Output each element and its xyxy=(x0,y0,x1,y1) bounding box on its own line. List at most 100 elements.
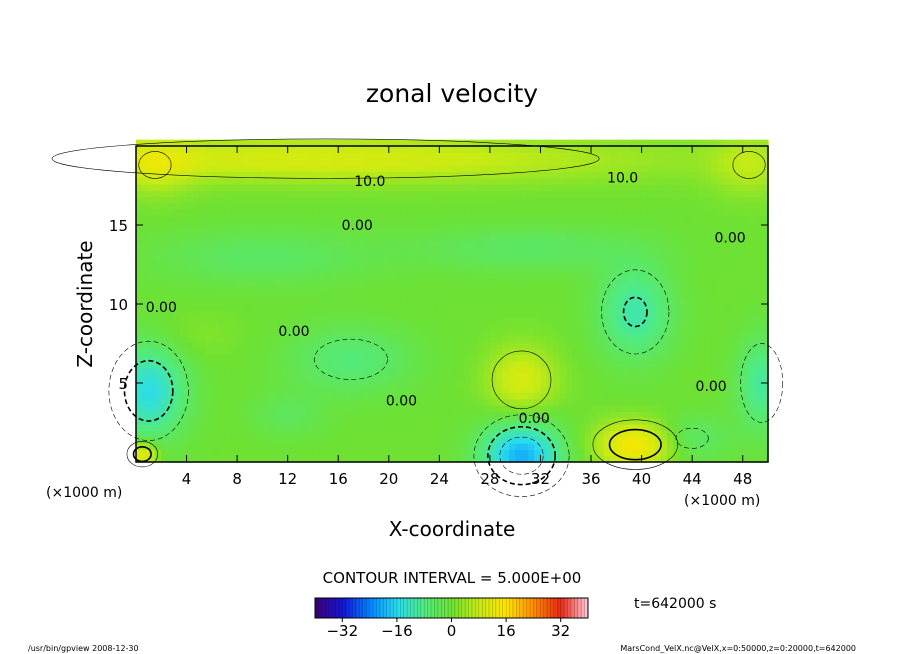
field-cell xyxy=(388,177,396,185)
field-cell xyxy=(647,335,655,343)
field-cell xyxy=(723,278,731,286)
field-cell xyxy=(148,190,156,198)
field-cell xyxy=(154,310,162,318)
field-cell xyxy=(584,417,592,425)
field-cell xyxy=(237,367,245,375)
field-cell xyxy=(426,266,434,273)
field-cell xyxy=(458,424,466,431)
field-cell xyxy=(224,417,232,425)
field-cell xyxy=(723,240,731,248)
field-cell xyxy=(148,405,156,413)
field-cell xyxy=(603,310,611,318)
field-cell xyxy=(395,354,403,362)
field-cell xyxy=(136,272,143,280)
field-cell xyxy=(603,449,611,457)
field-cell xyxy=(685,209,693,217)
field-cell xyxy=(698,228,706,236)
field-cell xyxy=(186,266,194,273)
field-cell xyxy=(736,304,744,311)
field-cell xyxy=(578,455,586,463)
field-cell xyxy=(508,196,516,204)
field-cell xyxy=(496,259,504,267)
field-cell xyxy=(742,139,750,147)
field-cell xyxy=(553,341,561,349)
field-cell xyxy=(401,322,409,330)
field-cell xyxy=(357,430,365,438)
field-cell xyxy=(445,139,453,147)
field-cell xyxy=(369,430,377,438)
field-cell xyxy=(344,221,352,229)
field-cell xyxy=(502,183,510,191)
field-cell xyxy=(420,455,428,463)
field-cell xyxy=(199,373,207,381)
field-cell xyxy=(300,430,308,438)
field-cell xyxy=(679,202,687,210)
field-cell xyxy=(142,152,150,160)
field-cell xyxy=(300,424,308,431)
field-cell xyxy=(268,177,276,185)
field-cell xyxy=(388,398,396,406)
field-cell xyxy=(540,272,548,280)
field-cell xyxy=(483,310,491,318)
field-cell xyxy=(730,209,737,217)
field-cell xyxy=(742,183,750,191)
field-cell xyxy=(572,164,579,172)
field-cell xyxy=(180,221,188,229)
field-cell xyxy=(685,234,693,242)
field-cell xyxy=(439,310,447,318)
field-cell xyxy=(559,386,567,394)
field-cell xyxy=(736,221,744,229)
field-cell xyxy=(420,360,428,368)
field-cell xyxy=(489,417,497,425)
field-cell xyxy=(603,304,611,311)
field-cell xyxy=(173,392,181,400)
field-cell xyxy=(369,234,377,242)
field-cell xyxy=(180,436,188,444)
field-cell xyxy=(369,304,377,311)
field-cell xyxy=(628,341,636,349)
field-cell xyxy=(673,322,681,330)
field-cell xyxy=(300,285,308,292)
field-cell xyxy=(414,171,421,179)
field-cell xyxy=(559,322,567,330)
field-cell xyxy=(515,247,523,255)
field-cell xyxy=(173,152,181,160)
field-cell xyxy=(281,240,289,248)
field-cell xyxy=(294,240,301,248)
field-cell xyxy=(294,373,301,381)
field-cell xyxy=(483,247,491,255)
field-cell xyxy=(243,202,251,210)
field-cell xyxy=(249,278,257,286)
field-cell xyxy=(515,329,523,337)
field-cell xyxy=(597,443,605,450)
field-cell xyxy=(452,272,459,280)
field-cell xyxy=(344,240,352,248)
field-cell xyxy=(584,215,592,223)
field-cell xyxy=(679,215,687,223)
field-cell xyxy=(628,297,636,305)
field-cell xyxy=(666,221,674,229)
field-cell xyxy=(243,215,251,223)
field-cell xyxy=(452,297,459,305)
field-cell xyxy=(376,443,384,450)
field-cell xyxy=(306,417,314,425)
field-cell xyxy=(711,379,719,387)
field-cell xyxy=(369,221,377,229)
field-cell xyxy=(186,158,194,166)
field-cell xyxy=(452,209,459,217)
field-cell xyxy=(591,386,598,394)
field-cell xyxy=(483,228,491,236)
field-cell xyxy=(603,436,611,444)
field-cell xyxy=(211,259,219,267)
field-cell xyxy=(622,449,630,457)
field-cell xyxy=(224,196,232,204)
field-cell xyxy=(161,190,169,198)
field-cell xyxy=(199,304,207,311)
field-cell xyxy=(534,405,542,413)
field-cell xyxy=(407,253,415,261)
field-cell xyxy=(142,354,150,362)
field-cell xyxy=(136,215,143,223)
field-cell xyxy=(464,285,472,292)
field-cell xyxy=(635,196,643,204)
field-cell xyxy=(211,329,219,337)
